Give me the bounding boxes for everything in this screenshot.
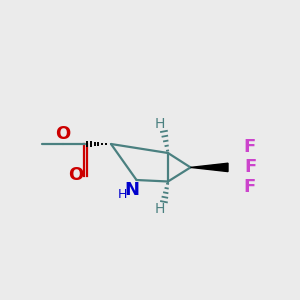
Polygon shape — [190, 163, 228, 172]
Text: O: O — [68, 167, 83, 184]
Text: H: H — [155, 202, 165, 216]
Text: N: N — [124, 181, 140, 199]
Text: H: H — [155, 118, 165, 131]
Text: O: O — [56, 125, 70, 143]
Text: F: F — [243, 178, 255, 196]
Text: H: H — [117, 188, 127, 201]
Text: F: F — [244, 158, 257, 176]
Text: F: F — [243, 138, 255, 156]
